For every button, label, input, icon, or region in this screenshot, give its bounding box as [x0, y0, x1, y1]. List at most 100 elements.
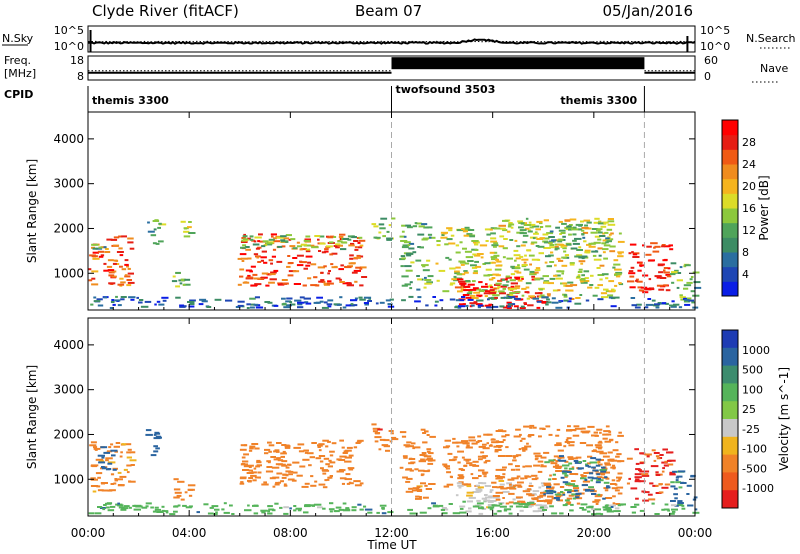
data-cell	[477, 455, 485, 458]
data-cell	[552, 478, 557, 480]
data-cell	[490, 240, 498, 243]
data-cell	[256, 459, 261, 462]
data-cell	[521, 264, 528, 266]
data-cell	[322, 439, 329, 442]
data-cell	[494, 296, 498, 299]
data-cell	[161, 509, 165, 512]
data-cell	[452, 437, 456, 440]
data-cell	[515, 277, 521, 280]
data-cell	[290, 238, 296, 241]
data-cell	[478, 482, 483, 484]
data-cell	[580, 280, 584, 283]
data-cell	[391, 436, 397, 439]
data-cell	[278, 481, 281, 484]
data-cell	[310, 263, 317, 266]
data-cell	[610, 506, 614, 508]
data-cell	[297, 443, 305, 446]
data-cell	[566, 497, 572, 500]
data-cell	[249, 445, 256, 448]
data-cell	[449, 298, 456, 301]
data-cell	[110, 301, 115, 303]
data-cell	[635, 279, 638, 282]
data-cell	[617, 492, 623, 495]
data-cell	[283, 237, 290, 240]
data-cell	[547, 282, 554, 285]
data-cell	[96, 298, 103, 301]
data-cell	[561, 256, 567, 259]
colorbar-swatch	[722, 178, 738, 194]
colorbar-tick-label: 25	[742, 403, 756, 416]
data-cell	[692, 511, 700, 514]
data-cell	[539, 222, 543, 225]
data-cell	[522, 448, 528, 451]
data-cell	[550, 462, 558, 465]
data-cell	[555, 306, 563, 309]
data-cell	[670, 262, 677, 265]
data-cell	[121, 507, 129, 510]
data-cell	[517, 500, 523, 503]
data-cell	[489, 289, 495, 292]
data-cell	[671, 281, 675, 284]
data-cell	[585, 464, 589, 467]
data-cell	[345, 473, 351, 476]
colorbar-tick-label: 4	[742, 268, 749, 281]
data-cell	[635, 478, 640, 481]
data-cell	[663, 271, 670, 274]
data-cell	[373, 225, 379, 228]
data-cell	[373, 236, 378, 239]
data-cell	[476, 499, 481, 502]
data-cell	[553, 497, 560, 499]
data-cell	[471, 248, 478, 251]
data-cell	[677, 500, 683, 503]
data-cell	[638, 480, 646, 483]
data-cell	[518, 226, 524, 229]
data-cell	[127, 237, 134, 240]
data-cell	[406, 468, 412, 471]
data-cell	[522, 241, 528, 244]
data-cell	[618, 252, 622, 255]
data-cell	[529, 263, 532, 266]
data-cell	[187, 301, 195, 303]
data-cell	[180, 220, 186, 223]
data-cell	[346, 284, 354, 287]
data-cell	[444, 508, 449, 511]
data-cell	[353, 446, 358, 449]
data-cell	[296, 254, 304, 257]
data-cell	[666, 275, 672, 278]
data-cell	[309, 456, 315, 459]
data-cell	[305, 302, 312, 305]
data-cell	[150, 506, 154, 509]
data-cell	[256, 461, 262, 464]
data-cell	[607, 451, 613, 454]
data-cell	[351, 509, 357, 512]
data-cell	[661, 245, 665, 248]
data-cell	[493, 504, 501, 507]
data-cell	[253, 467, 257, 470]
data-cell	[593, 221, 601, 224]
data-cell	[351, 236, 357, 239]
data-cell	[286, 265, 291, 268]
data-cell	[96, 485, 101, 488]
data-cell	[615, 275, 621, 278]
data-cell	[359, 284, 364, 287]
data-cell	[565, 228, 570, 231]
data-cell	[257, 471, 262, 474]
data-cell	[584, 249, 591, 252]
data-cell	[302, 284, 307, 287]
data-cell	[158, 222, 162, 225]
data-cell	[318, 250, 322, 252]
data-cell	[642, 291, 649, 294]
data-cell	[502, 497, 505, 499]
data-cell	[580, 477, 587, 480]
data-cell	[602, 471, 610, 474]
data-cell	[113, 244, 120, 247]
data-cell	[529, 424, 535, 427]
data-cell	[518, 503, 526, 506]
data-cell	[664, 245, 671, 248]
data-cell	[128, 506, 132, 509]
data-cell	[154, 506, 159, 509]
data-cell	[527, 505, 532, 508]
colorbar-swatch	[722, 454, 738, 473]
data-cell	[387, 303, 393, 306]
data-cell	[483, 461, 488, 464]
